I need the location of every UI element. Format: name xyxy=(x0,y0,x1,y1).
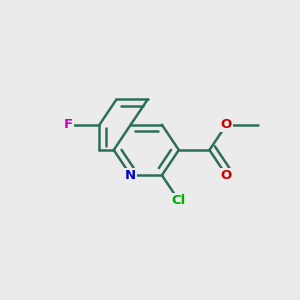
Text: N: N xyxy=(125,169,136,182)
Text: O: O xyxy=(221,169,232,182)
Text: F: F xyxy=(64,118,73,131)
Text: O: O xyxy=(221,118,232,131)
Text: Cl: Cl xyxy=(172,194,186,207)
